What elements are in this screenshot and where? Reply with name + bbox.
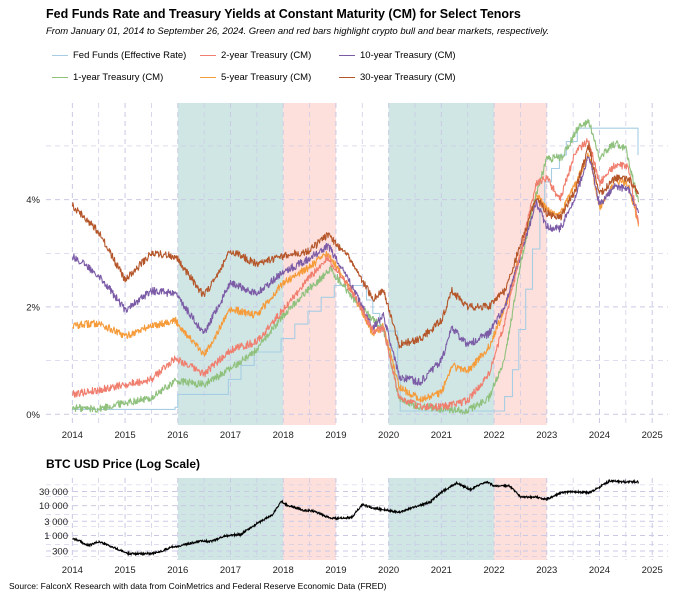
rate-series-line <box>71 138 640 412</box>
x-tick-label: 2018 <box>273 430 294 441</box>
legend-label: 2-year Treasury (CM) <box>221 50 312 61</box>
x-tick-label: 2017 <box>220 565 241 576</box>
x-tick-label: 2019 <box>325 430 346 441</box>
x-tick-label: 2022 <box>483 430 504 441</box>
y-tick-label: 30 000 <box>39 487 68 498</box>
x-tick-label: 2024 <box>589 565 610 576</box>
bull-market-band <box>388 103 495 425</box>
legend-item: 30-year Treasury (CM) <box>339 72 456 83</box>
x-tick-label: 2019 <box>325 565 346 576</box>
x-tick-label: 2016 <box>167 430 188 441</box>
btc-panel: 300 1 000 3 000 10 000 30 000 2014 2015 2016 201… <box>39 478 668 576</box>
x-tick-label: 2018 <box>273 565 294 576</box>
y-tick-label: 300 <box>52 547 68 558</box>
x-tick-label: 2015 <box>114 430 135 441</box>
legend-item: 10-year Treasury (CM) <box>339 50 456 61</box>
y-tick-label: 10 000 <box>39 501 68 512</box>
x-tick-label: 2021 <box>431 565 452 576</box>
rate-series-line <box>71 156 640 386</box>
x-tick-label: 2024 <box>589 430 610 441</box>
btc-chart-title: BTC USD Price (Log Scale) <box>46 457 201 471</box>
x-tick-label: 2014 <box>62 430 83 441</box>
legend-item: 5-year Treasury (CM) <box>200 72 311 83</box>
legend-label: 1-year Treasury (CM) <box>73 72 164 83</box>
x-tick-label: 2025 <box>642 565 663 576</box>
rate-series-line <box>71 118 640 415</box>
source-note: Source: FalconX Research with data from … <box>9 581 387 591</box>
legend-swatch <box>339 55 355 56</box>
legend: Fed Funds (Effective Rate) 2-year Treasu… <box>52 50 472 90</box>
rates-panel: 0% 2% 4% 2014 2015 2016 2017 2018 2019 2020 2021 20… <box>26 103 668 441</box>
y-tick-label: 4% <box>26 195 40 206</box>
legend-label: Fed Funds (Effective Rate) <box>73 50 187 61</box>
x-tick-label: 2020 <box>378 565 399 576</box>
chart-subtitle: From January 01, 2014 to September 26, 2… <box>46 26 550 37</box>
x-tick-label: 2017 <box>220 430 241 441</box>
rate-series-line <box>72 127 639 412</box>
x-tick-label: 2014 <box>62 565 83 576</box>
y-tick-label: 0% <box>26 410 40 421</box>
x-tick-label: 2020 <box>378 430 399 441</box>
legend-item: Fed Funds (Effective Rate) <box>52 50 186 61</box>
rate-series-line <box>71 142 640 349</box>
x-tick-label: 2023 <box>536 430 557 441</box>
legend-item: 2-year Treasury (CM) <box>200 50 311 61</box>
btc-price-line <box>72 478 640 557</box>
x-tick-label: 2015 <box>114 565 135 576</box>
legend-swatch <box>52 55 68 56</box>
legend-item: 1-year Treasury (CM) <box>52 72 163 83</box>
x-tick-label: 2023 <box>536 565 557 576</box>
y-tick-label: 1 000 <box>44 531 68 542</box>
legend-swatch <box>339 77 355 78</box>
legend-label: 10-year Treasury (CM) <box>360 50 456 61</box>
legend-swatch <box>52 77 68 78</box>
x-tick-label: 2025 <box>642 430 663 441</box>
x-tick-label: 2016 <box>167 565 188 576</box>
legend-swatch <box>200 55 216 56</box>
legend-label: 5-year Treasury (CM) <box>221 72 312 83</box>
y-tick-label: 3 000 <box>44 517 68 528</box>
x-tick-label: 2022 <box>483 565 504 576</box>
y-tick-label: 2% <box>26 302 40 313</box>
legend-label: 30-year Treasury (CM) <box>360 72 456 83</box>
x-tick-label: 2021 <box>431 430 452 441</box>
legend-swatch <box>200 77 216 78</box>
chart-title: Fed Funds Rate and Treasury Yields at Co… <box>46 7 521 21</box>
